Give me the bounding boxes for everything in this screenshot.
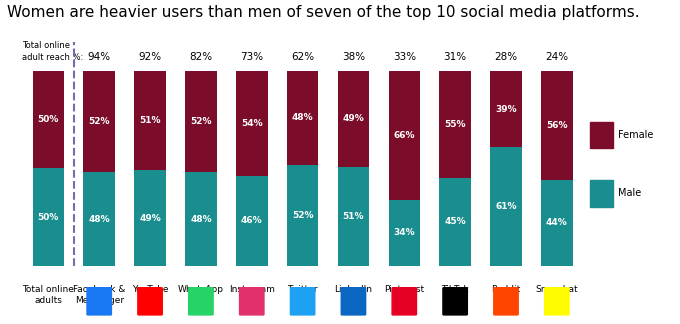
FancyBboxPatch shape [138,288,163,315]
Bar [490,71,522,147]
FancyBboxPatch shape [341,288,366,315]
Text: 49%: 49% [139,214,161,223]
Text: 51%: 51% [139,116,160,125]
Text: 39%: 39% [495,105,517,114]
Bar [338,167,369,266]
FancyBboxPatch shape [545,288,569,315]
Text: 50%: 50% [37,213,59,222]
Text: 94%: 94% [88,52,111,62]
FancyBboxPatch shape [87,288,112,315]
Bar [185,71,217,172]
Bar [439,71,471,178]
Text: 92%: 92% [139,52,162,62]
Text: 45%: 45% [444,217,466,226]
Text: Total online
adult reach %:: Total online adult reach %: [22,41,83,62]
Text: Twitter: Twitter [288,285,318,294]
Text: 28%: 28% [494,52,517,62]
Text: Snapchat: Snapchat [536,285,578,294]
Text: 31%: 31% [443,52,466,62]
Text: TikTok: TikTok [441,285,469,294]
Text: 52%: 52% [292,211,313,220]
Text: 48%: 48% [190,214,211,224]
Bar [236,176,267,266]
FancyBboxPatch shape [239,288,264,315]
Text: 24%: 24% [545,52,568,62]
Text: 55%: 55% [445,120,466,129]
Text: Total online
adults: Total online adults [22,285,74,305]
Bar [33,71,64,168]
Text: 61%: 61% [495,202,517,211]
Bar [134,71,166,170]
Text: Women are heavier users than men of seven of the top 10 social media platforms.: Women are heavier users than men of seve… [7,5,639,20]
Text: 66%: 66% [394,131,415,140]
Text: 73%: 73% [240,52,263,62]
Bar [439,178,471,266]
FancyBboxPatch shape [189,288,213,315]
Text: Female: Female [618,130,653,140]
Text: Facebook &
Messenger: Facebook & Messenger [73,285,125,305]
Text: LinkedIn: LinkedIn [335,285,373,294]
Text: Instagram: Instagram [228,285,275,294]
FancyBboxPatch shape [494,288,518,315]
Bar [84,71,115,172]
Text: 82%: 82% [189,52,212,62]
Bar [388,71,420,200]
FancyBboxPatch shape [392,288,416,315]
Text: Pinterest: Pinterest [384,285,424,294]
Text: 48%: 48% [292,113,313,122]
Bar [490,147,522,266]
Text: 51%: 51% [343,212,364,221]
Bar [33,168,64,266]
Text: 56%: 56% [546,121,568,130]
FancyBboxPatch shape [443,288,467,315]
Bar [338,71,369,167]
Text: 34%: 34% [394,228,415,237]
Text: 54%: 54% [241,119,262,128]
Bar [541,180,573,266]
Text: 44%: 44% [546,218,568,227]
Bar [590,180,613,207]
Bar [541,71,573,180]
Text: Male: Male [618,189,641,198]
Text: 46%: 46% [241,216,262,226]
FancyBboxPatch shape [290,288,315,315]
Text: 33%: 33% [393,52,416,62]
Text: 38%: 38% [342,52,365,62]
Text: WhatsApp: WhatsApp [178,285,224,294]
Text: Reddit: Reddit [492,285,521,294]
Text: 52%: 52% [88,117,110,126]
Bar [590,122,613,148]
Bar [287,165,318,266]
Bar [287,71,318,165]
Text: 52%: 52% [190,117,211,126]
Bar [134,170,166,266]
Text: 48%: 48% [88,214,110,224]
Bar [388,200,420,266]
Text: YouTube: YouTube [132,285,169,294]
Bar [84,172,115,266]
Text: 62%: 62% [291,52,314,62]
Bar [185,172,217,266]
Text: 49%: 49% [343,114,364,123]
Bar [236,71,267,176]
Text: 50%: 50% [37,115,59,124]
